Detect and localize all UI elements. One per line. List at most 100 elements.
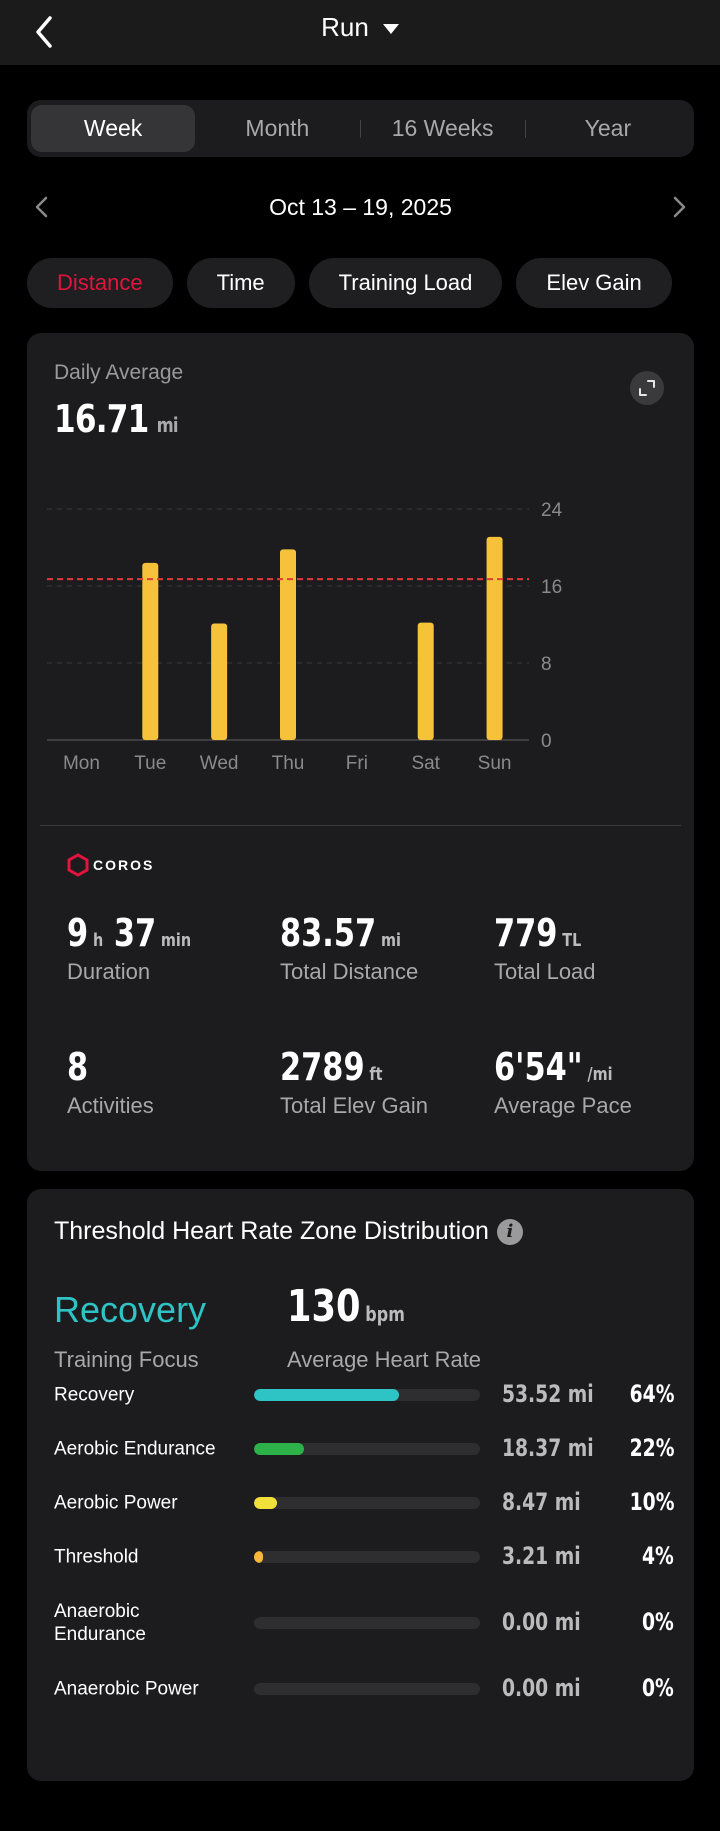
bar-sat [417,622,434,740]
period-segmented-control: Week Month 16 Weeks Year [27,100,694,157]
caret-down-icon [382,23,399,34]
stat-total-distance-label: Total Distance [280,959,419,984]
top-bar: Run [0,0,720,65]
average-pace-number: 6'54" [494,1045,583,1089]
next-period-button[interactable] [664,192,694,222]
metric-pills: Distance Time Training Load Elev Gain [27,258,694,308]
daily-average-number: 16.71 [54,397,149,441]
zone-name: Aerobic Power [54,1492,178,1514]
stat-total-elev-gain: 2789 ft Total Elev Gain [280,1045,428,1119]
zone-progress-fill [254,1443,304,1455]
coros-brand-text: COROS [93,857,155,873]
zone-percent: 64% [629,1380,674,1408]
pill-time[interactable]: Time [186,258,295,308]
daily-average-label: Daily Average [54,361,184,384]
x-tick-label: Tue [134,753,166,774]
tab-month[interactable]: Month [245,115,310,141]
daily-average-value: 16.71 mi [54,397,179,441]
stat-average-pace: 6'54"/mi Average Pace [494,1045,642,1119]
daily-average-unit: mi [156,413,179,437]
page-title: Run [321,12,369,42]
zone-name: Threshold [54,1546,139,1568]
zone-distance: 18.37 mi [502,1434,594,1462]
total-load-unit: TL [562,930,582,951]
info-icon[interactable]: i [496,1218,523,1245]
sport-selector[interactable]: Run [0,0,720,55]
expand-icon [639,380,655,396]
x-tick-label: Mon [63,753,100,774]
bar-tue [142,562,159,740]
zone-name: Anaerobic Endurance [54,1601,146,1645]
zone-name: Anaerobic Power [54,1678,199,1700]
zone-row: Aerobic Endurance 18.37 mi 22% [54,1429,674,1469]
zone-distance: 0.00 mi [502,1608,581,1636]
training-focus-value: Recovery [54,1289,207,1330]
average-heart-rate-value: 130 bpm [287,1281,405,1332]
zone-row: Threshold 3.21 mi 4% [54,1537,674,1577]
stat-total-elev-gain-label: Total Elev Gain [280,1093,428,1118]
y-tick-label: 24 [541,500,563,521]
expand-chart-button[interactable] [630,371,664,405]
zone-progress-track [254,1443,480,1455]
average-heart-rate-label: Average Heart Rate [287,1347,482,1372]
tab-16-weeks[interactable]: 16 Weeks [391,115,494,141]
date-range: Oct 13 – 19, 2025 [269,193,452,220]
zone-distance: 0.00 mi [502,1674,581,1702]
x-tick-label: Sat [411,753,440,774]
pill-elev-gain[interactable]: Elev Gain [516,258,672,308]
stat-total-distance-value: 83.57 mi [280,911,401,955]
stat-total-load: 779 TL Total Load [494,911,603,985]
stat-duration-label: Duration [67,959,151,984]
zone-name: Aerobic Endurance [54,1438,216,1460]
previous-period-button[interactable] [27,192,57,222]
y-tick-label: 16 [541,577,562,598]
training-focus-label: Training Focus [54,1347,199,1372]
tab-year[interactable]: Year [584,115,632,141]
total-distance-number: 83.57 [280,911,377,955]
date-navigator: Oct 13 – 19, 2025 [27,185,694,229]
stat-activities-value: 8 [67,1045,136,1089]
segment-divider [359,119,361,138]
tab-week[interactable]: Week [31,105,196,152]
zone-name: Recovery [54,1384,135,1406]
zone-progress-track [254,1683,480,1695]
zone-row: Anaerobic Endurance 0.00 mi 0% [54,1601,674,1645]
zone-percent: 0% [642,1608,674,1636]
chevron-left-icon [35,196,48,218]
stat-average-pace-value: 6'54"/mi [494,1045,613,1089]
stat-activities-label: Activities [67,1093,154,1118]
zone-distance: 53.52 mi [502,1380,594,1408]
elev-gain-number: 2789 [280,1045,365,1089]
y-tick-label: 0 [541,731,552,752]
zone-progress-track [254,1551,480,1563]
zone-row: Anaerobic Power 0.00 mi 0% [54,1669,674,1709]
bar-thu [280,549,296,740]
zone-progress-track [254,1497,480,1509]
hr-zone-title-text: Threshold Heart Rate Zone Distribution [54,1217,489,1245]
zone-distance: 3.21 mi [502,1542,581,1570]
stat-average-pace-label: Average Pace [494,1093,632,1118]
zone-percent: 22% [629,1434,674,1462]
chevron-left-icon [36,16,52,48]
zone-row: Aerobic Power 8.47 mi 10% [54,1483,674,1523]
zone-progress-track [254,1389,480,1401]
zone-percent: 4% [642,1542,674,1570]
x-tick-label: Fri [346,753,368,774]
x-tick-label: Thu [272,753,305,774]
distance-summary-card: Daily Average 16.71 mi 0 8 16 24 Mon Tue Wed Thu… [27,333,694,1171]
duration-hours: 9 [67,911,89,955]
coros-logo: COROS [67,853,154,877]
back-button[interactable] [26,10,66,50]
total-distance-unit: mi [380,930,401,951]
total-load-number: 779 [494,911,558,955]
pill-training-load[interactable]: Training Load [308,258,503,308]
divider [40,825,681,826]
pill-distance[interactable]: Distance [27,258,173,308]
duration-minutes-unit: min [160,930,192,951]
zone-progress-track [254,1617,480,1629]
duration-hours-unit: h [92,930,104,951]
hr-zone-card: Threshold Heart Rate Zone Distribution i… [27,1189,694,1781]
chevron-right-icon [673,196,686,218]
